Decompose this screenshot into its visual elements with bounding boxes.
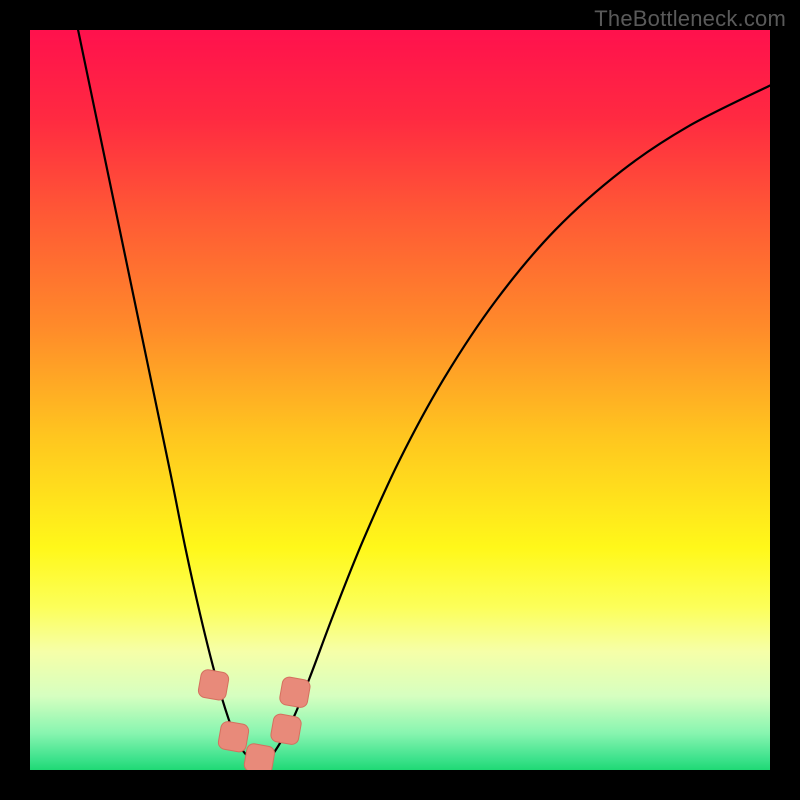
gradient-background <box>30 30 770 770</box>
marker-4 <box>279 676 311 708</box>
watermark-label: TheBottleneck.com <box>594 6 786 32</box>
marker-0 <box>197 669 229 701</box>
marker-3 <box>270 713 302 745</box>
bottleneck-curve-chart <box>30 30 770 770</box>
plot-frame <box>30 30 770 770</box>
marker-2 <box>243 743 275 770</box>
marker-1 <box>217 720 249 752</box>
